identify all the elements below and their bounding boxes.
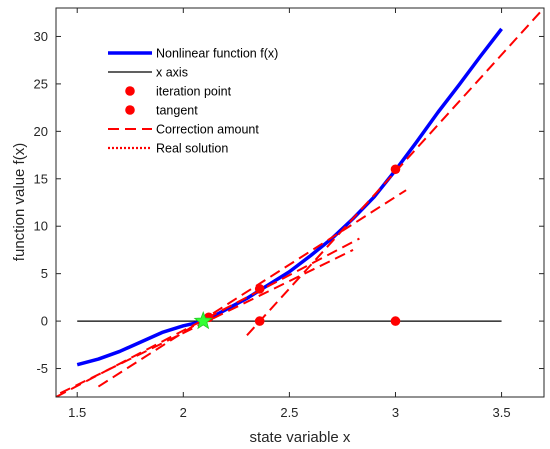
x-tick-label: 2 [180,405,187,420]
x-ticks: 1.5 2 2.5 3 3.5 [68,8,511,420]
iteration-point-2 [390,316,401,326]
y-tick-label: 25 [34,76,48,91]
plot-frame [55,7,545,398]
y-tick-label: 20 [34,124,48,139]
nonlinear-function-curve [76,27,503,367]
y-tick-label: 0 [41,314,48,329]
legend-label: Nonlinear function f(x) [156,47,278,61]
iteration-point-1 [390,164,401,175]
legend: Nonlinear function f(x) x axis iteration p… [108,47,278,156]
y-axis-label: function value f(x) [11,143,28,261]
plot-area [56,8,544,397]
tangent-line-2 [97,189,407,388]
legend-label: x axis [156,66,188,80]
y-tick-label: 10 [34,219,48,234]
x-axis-label: state variable x [250,429,351,446]
legend-label: iteration point [156,85,232,99]
x-tick-label: 3 [392,405,399,420]
y-tick-label: 5 [41,266,48,281]
plot-content [56,8,544,397]
x-tick-label: 1.5 [68,405,86,420]
legend-label: Correction amount [156,123,259,137]
y-tick-label: -5 [36,361,48,376]
real-solution-star [193,310,213,330]
iteration-point-3 [254,316,265,326]
y-tick-label: 15 [34,171,48,186]
iteration-point-4 [254,284,265,294]
legend-marker [125,105,135,115]
legend-label: Real solution [156,142,228,156]
x-tick-label: 2.5 [280,405,298,420]
x-tick-label: 3.5 [493,405,511,420]
y-ticks: -5 0 5 10 15 20 25 30 [34,29,544,376]
legend-marker [125,86,135,96]
legend-label: tangent [156,104,198,118]
y-tick-label: 30 [34,29,48,44]
